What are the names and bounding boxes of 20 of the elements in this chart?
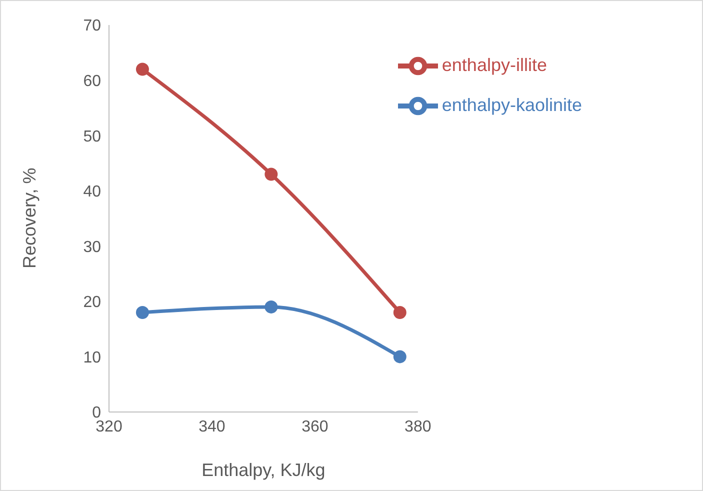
y-tick-label: 50 [83, 128, 102, 146]
point [393, 306, 406, 319]
y-tick-label: 20 [83, 294, 102, 312]
point [264, 168, 278, 181]
y-axis-title: Recovery, % [19, 168, 40, 268]
y-tick-label: 60 [83, 72, 102, 90]
y-tick-label: 70 [83, 18, 102, 35]
point [264, 300, 278, 314]
point [136, 62, 149, 76]
legend-label: enthalpy-kaolinite [442, 94, 582, 115]
point [393, 350, 406, 364]
y-tick-label: 30 [83, 238, 102, 256]
x-tick-label: 340 [198, 418, 226, 436]
x-tick-label: 360 [302, 418, 328, 436]
x-tick-label: 380 [404, 418, 432, 436]
y-tick-label: 10 [83, 349, 102, 366]
x-axis-title: Enthalpy, KJ/kg [202, 460, 326, 480]
legend-label: enthalpy-illite [442, 54, 547, 75]
point [136, 306, 149, 319]
y-tick-label: 40 [83, 184, 102, 201]
